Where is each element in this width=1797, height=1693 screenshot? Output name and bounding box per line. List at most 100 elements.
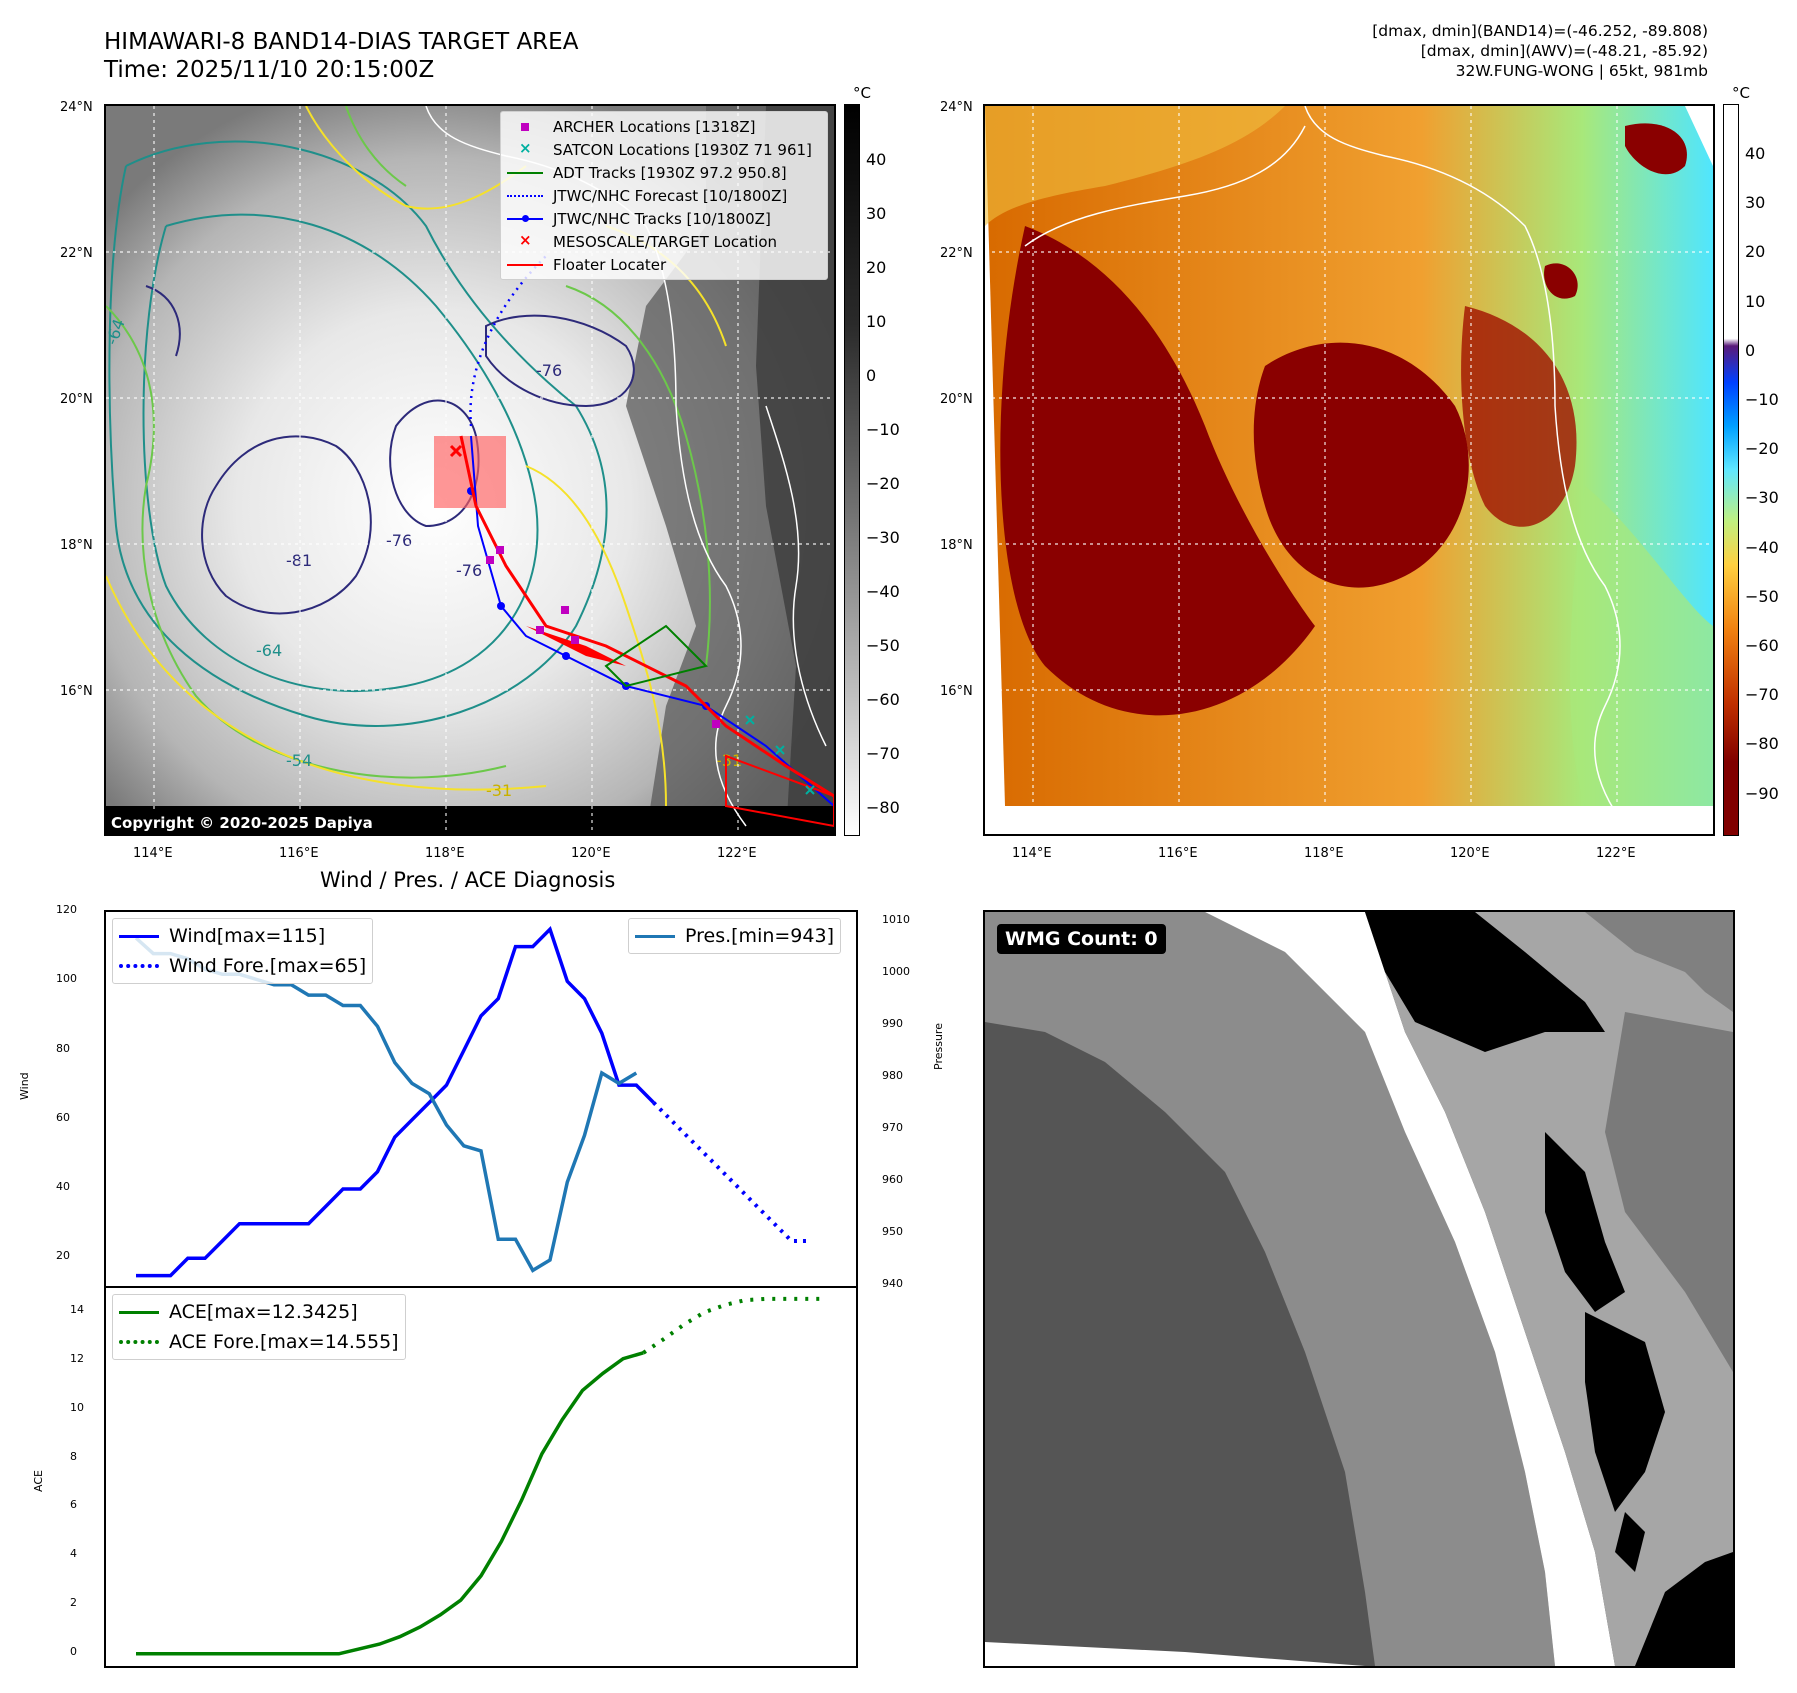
ace-ytick: 10 xyxy=(70,1400,84,1414)
legend-item-wind-forecast: Wind Fore.[max=65] xyxy=(113,951,366,981)
x-marker-icon: × xyxy=(519,138,532,157)
wind-series-line xyxy=(136,926,655,1278)
wmg-image xyxy=(985,912,1733,1666)
colorbar-tick: −70 xyxy=(1745,685,1779,705)
square-marker-icon xyxy=(507,119,543,135)
floater-track xyxy=(459,435,834,798)
lon-tick: 120°E xyxy=(571,846,611,861)
wind-ytick: 100 xyxy=(56,972,77,986)
ace-legend: ACE[max=12.3425] ACE Fore.[max=14.555] xyxy=(112,1294,406,1360)
info-storm: 32W.FUNG-WONG | 65kt, 981mb xyxy=(1455,62,1708,80)
legend-item-forecast: JTWC/NHC Forecast [10/1800Z] xyxy=(501,184,827,207)
legend-item-ace-forecast: ACE Fore.[max=14.555] xyxy=(113,1327,399,1357)
colorbar-tick: 20 xyxy=(866,258,887,277)
ace-ytick: 4 xyxy=(70,1547,77,1561)
lat-tick: 18°N xyxy=(940,538,973,553)
wmg-panel: WMG Count: 0 xyxy=(983,910,1735,1668)
pressure-ytick: 940 xyxy=(882,1277,903,1290)
colorbar-tick: −10 xyxy=(1745,390,1779,409)
colorbar-tick: 0 xyxy=(1745,340,1756,360)
pressure-ytick: 970 xyxy=(882,1121,903,1135)
contour-label: -31 xyxy=(486,781,512,800)
legend-item-archer: ARCHER Locations [1318Z] xyxy=(501,115,827,138)
lat-tick: 22°N xyxy=(940,246,973,261)
colorbar-tick: −60 xyxy=(1745,636,1779,655)
lat-tick: 18°N xyxy=(60,538,93,553)
dotted-line-icon xyxy=(507,188,543,204)
colorbar-unit: °C xyxy=(853,84,871,102)
colorbar-tick: 10 xyxy=(866,312,887,331)
colorbar-tick: −40 xyxy=(1745,537,1779,557)
wmg-count-label: WMG Count: 0 xyxy=(997,924,1166,954)
copyright-label: Copyright © 2020-2025 Dapiya xyxy=(106,812,378,834)
map-legend: ARCHER Locations [1318Z] × SATCON Locatio… xyxy=(500,111,828,280)
legend-item-wind: Wind[max=115] xyxy=(113,921,366,951)
colorbar-tick: −70 xyxy=(866,744,900,763)
ace-axis-label: ACE xyxy=(32,1470,45,1492)
pressure-ytick: 960 xyxy=(882,1173,903,1187)
colorbar-tick: −40 xyxy=(866,582,900,601)
line-marker-icon xyxy=(119,928,159,944)
colorbar-tick: −20 xyxy=(1745,439,1779,459)
pressure-ytick: 990 xyxy=(882,1017,903,1031)
colorbar-tick: −30 xyxy=(1745,488,1779,508)
adt-track xyxy=(604,624,708,688)
wind-legend: Wind[max=115] Wind Fore.[max=65] xyxy=(112,918,374,984)
pressure-ytick: 1000 xyxy=(882,965,910,979)
dotted-line-icon xyxy=(119,958,159,974)
line-marker-icon xyxy=(507,165,543,181)
contour-label: -76 xyxy=(536,361,562,380)
ace-chart xyxy=(104,1286,858,1668)
chart-title: HIMAWARI-8 BAND14-DIAS TARGET AREA xyxy=(104,29,579,55)
colorbar-band14 xyxy=(844,104,860,836)
info-band14-range: [dmax, dmin](BAND14)=(-46.252, -89.808) xyxy=(1372,22,1708,40)
pressure-legend: Pres.[min=943] xyxy=(628,918,841,954)
colorbar-tick: 30 xyxy=(866,204,887,223)
legend-item-pressure: Pres.[min=943] xyxy=(629,921,834,951)
legend-item-mesoscale: × MESOSCALE/TARGET Location xyxy=(501,230,827,253)
ace-forecast-line xyxy=(642,1296,826,1355)
lat-tick: 16°N xyxy=(940,684,973,699)
colorbar-tick: −90 xyxy=(1745,783,1779,803)
legend-item-tracks: JTWC/NHC Tracks [10/1800Z] xyxy=(501,207,827,230)
pressure-ytick: 950 xyxy=(882,1225,903,1239)
lat-tick: 16°N xyxy=(60,684,93,699)
info-awv-range: [dmax, dmin](AWV)=(-48.21, -85.92) xyxy=(1420,42,1708,60)
lat-tick: 20°N xyxy=(940,392,973,407)
contour-label: -76 xyxy=(386,531,412,550)
colorbar-tick: −10 xyxy=(866,420,900,439)
diagnosis-title: Wind / Pres. / ACE Diagnosis xyxy=(320,868,616,892)
wind-axis-label: Wind xyxy=(18,1072,31,1100)
lat-tick: 22°N xyxy=(60,246,93,261)
x-marker-icon: × xyxy=(519,230,532,249)
lon-tick: 118°E xyxy=(1304,846,1344,861)
lon-tick: 120°E xyxy=(1450,846,1490,861)
contour-label: -64 xyxy=(256,641,282,660)
line-marker-icon xyxy=(635,928,675,944)
lon-tick: 114°E xyxy=(133,846,173,861)
colorbar-tick: −50 xyxy=(1745,586,1779,606)
legend-item-adt: ADT Tracks [1930Z 97.2 950.8] xyxy=(501,161,827,184)
chart-time: Time: 2025/11/10 20:15:00Z xyxy=(104,57,435,83)
legend-item-satcon: × SATCON Locations [1930Z 71 961] xyxy=(501,138,827,161)
lon-tick: 122°E xyxy=(717,846,757,861)
lat-tick: 24°N xyxy=(940,100,973,115)
pressure-axis-label: Pressure xyxy=(932,1023,945,1070)
ace-ytick: 0 xyxy=(70,1644,77,1658)
lat-tick: 20°N xyxy=(60,392,93,407)
wind-forecast-line xyxy=(652,1101,809,1243)
lon-tick: 114°E xyxy=(1012,846,1052,861)
lon-tick: 116°E xyxy=(279,846,319,861)
legend-item-floater: Floater Locater xyxy=(501,253,827,276)
line-dot-icon xyxy=(507,211,543,227)
contour-label: -31 xyxy=(716,751,742,770)
mesoscale-marker xyxy=(449,444,463,458)
ace-series-line xyxy=(136,1351,644,1656)
ace-ytick: 8 xyxy=(70,1449,77,1463)
pressure-ytick: 980 xyxy=(882,1069,903,1083)
lat-tick: 24°N xyxy=(60,100,93,115)
colorbar-tick: −60 xyxy=(866,690,900,709)
wind-ytick: 80 xyxy=(56,1041,70,1055)
colorbar-tick: −80 xyxy=(1745,734,1779,754)
colorbar-tick: 40 xyxy=(866,150,887,169)
